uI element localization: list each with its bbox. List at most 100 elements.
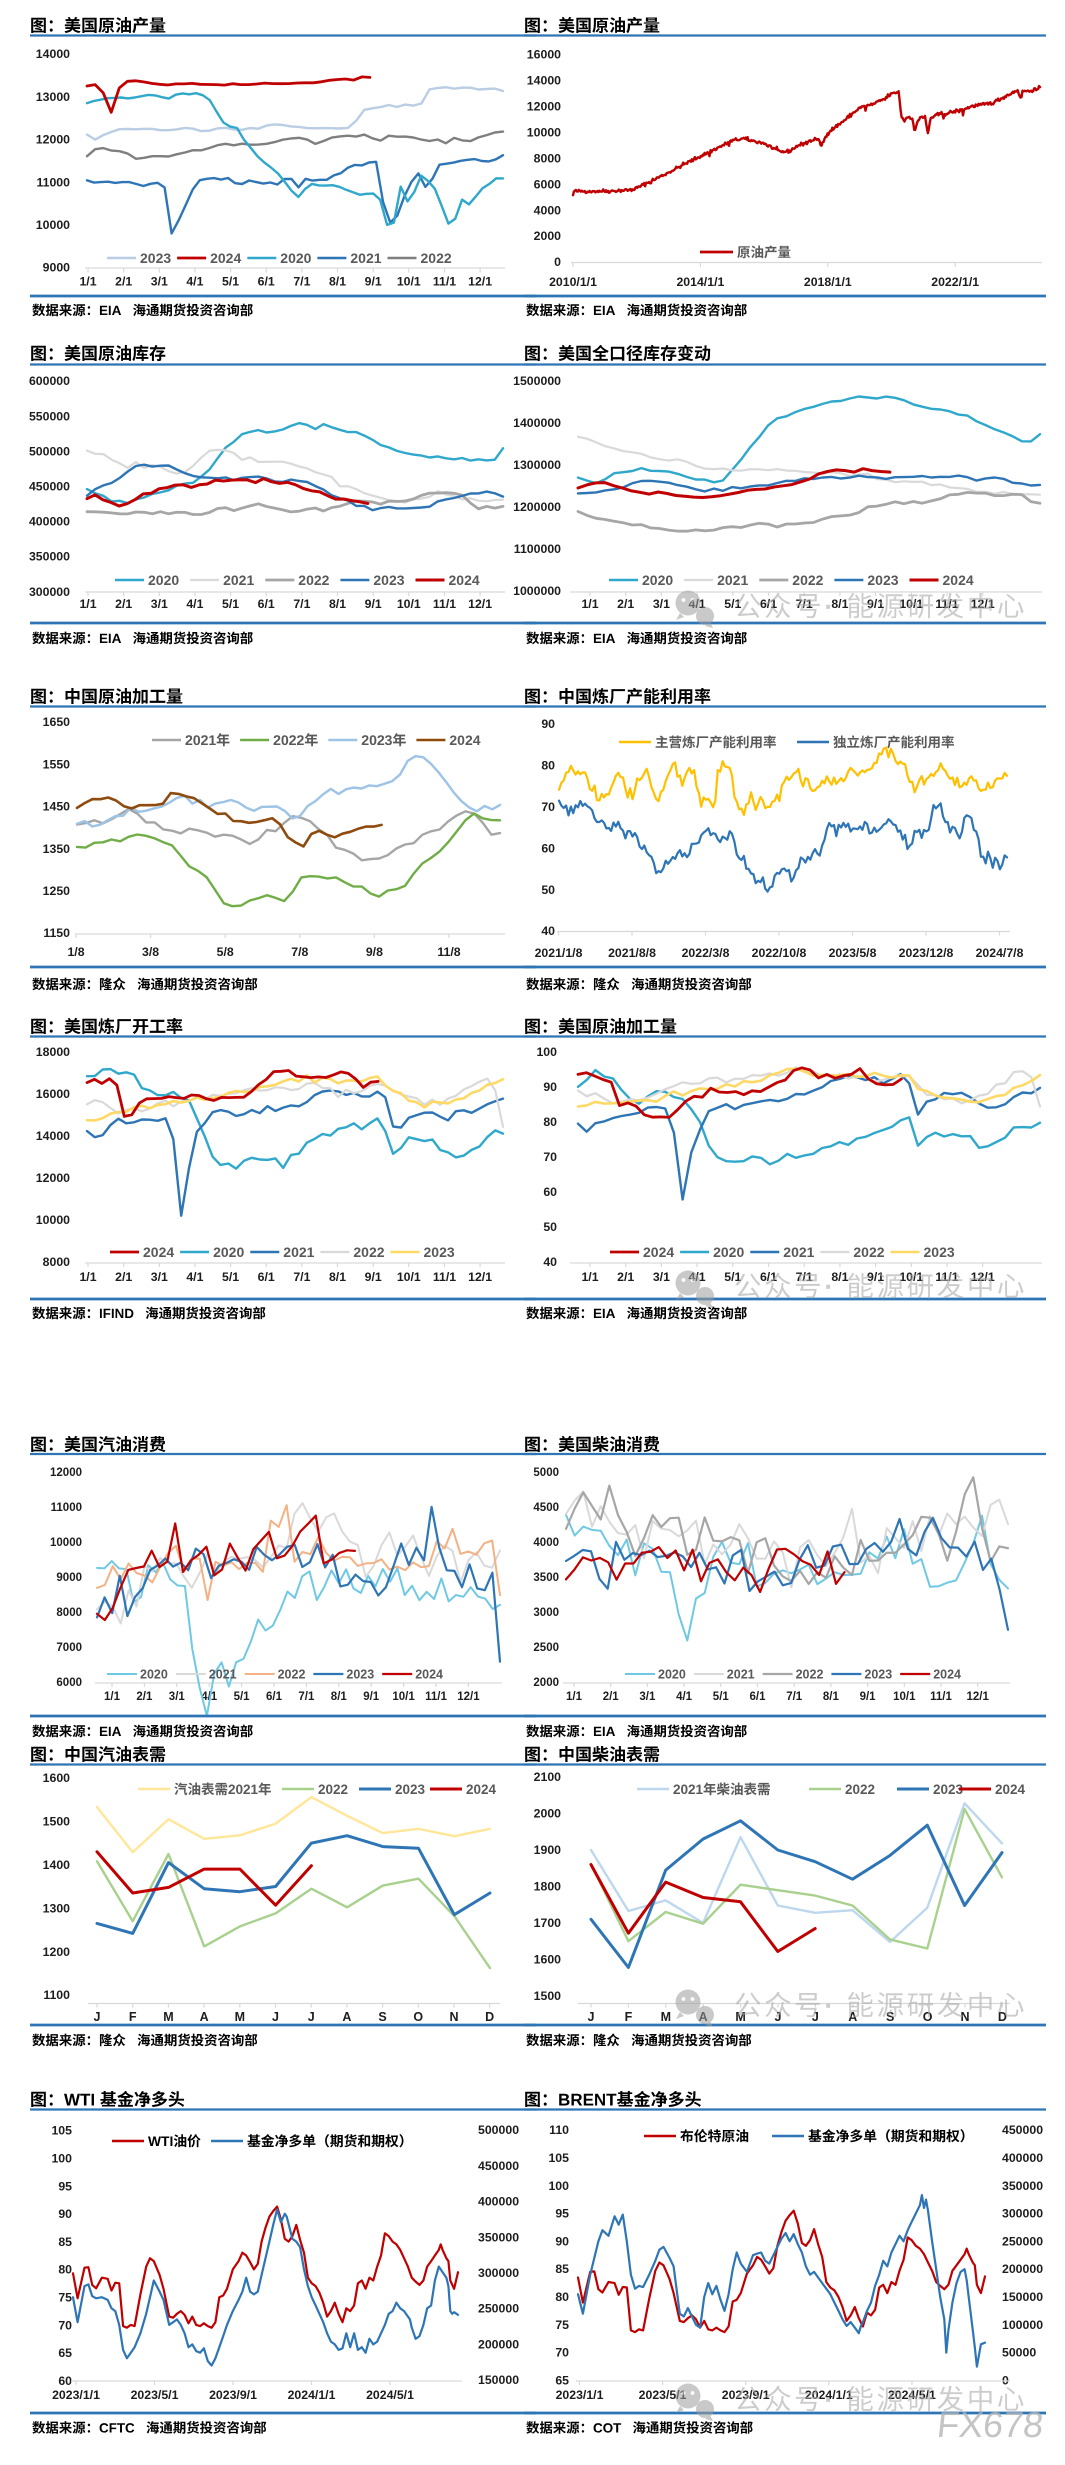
- svg-text:A: A: [848, 2010, 857, 2024]
- svg-text:2500: 2500: [533, 1642, 559, 1654]
- svg-text:350000: 350000: [478, 2230, 519, 2244]
- svg-text:105: 105: [548, 2151, 569, 2165]
- svg-text:2021: 2021: [727, 1668, 755, 1682]
- svg-text:95: 95: [555, 2207, 569, 2221]
- svg-text:90: 90: [543, 1080, 557, 1094]
- svg-text:11/1: 11/1: [425, 1691, 447, 1703]
- svg-text:5000: 5000: [533, 1467, 559, 1479]
- svg-text:2023/1/1: 2023/1/1: [52, 2388, 100, 2402]
- svg-text:450000: 450000: [1002, 2123, 1043, 2137]
- svg-text:5/1: 5/1: [713, 1691, 730, 1703]
- svg-text:80: 80: [541, 759, 555, 773]
- svg-text:2024: 2024: [210, 250, 241, 266]
- svg-text:450000: 450000: [29, 480, 70, 494]
- svg-text:10000: 10000: [36, 218, 70, 232]
- svg-text:S: S: [378, 2010, 386, 2024]
- svg-text:350000: 350000: [1002, 2179, 1043, 2193]
- svg-text:1250: 1250: [43, 884, 71, 898]
- svg-text:8/1: 8/1: [331, 1691, 348, 1703]
- svg-text:2022/10/8: 2022/10/8: [752, 946, 807, 960]
- svg-text:1100000: 1100000: [514, 542, 561, 556]
- svg-text:100: 100: [536, 1045, 557, 1059]
- svg-text:D: D: [998, 2010, 1007, 2024]
- svg-text:11/1: 11/1: [433, 275, 456, 289]
- svg-text:2021: 2021: [209, 1668, 237, 1682]
- svg-text:2023/12/8: 2023/12/8: [899, 946, 954, 960]
- svg-text:11/8: 11/8: [437, 945, 460, 959]
- svg-text:N: N: [449, 2010, 458, 2024]
- svg-text:14000: 14000: [527, 74, 561, 88]
- svg-text:1/1: 1/1: [566, 1691, 583, 1703]
- svg-text:6/1: 6/1: [258, 1270, 275, 1284]
- svg-text:12/1: 12/1: [457, 1691, 480, 1703]
- svg-text:110: 110: [549, 2123, 569, 2137]
- svg-text:3/1: 3/1: [653, 597, 670, 611]
- svg-text:14000: 14000: [36, 1129, 70, 1143]
- svg-text:2023/1/1: 2023/1/1: [556, 2388, 604, 2402]
- svg-text:12/1: 12/1: [967, 1691, 990, 1703]
- svg-text:11000: 11000: [36, 175, 70, 189]
- svg-text:3/1: 3/1: [653, 1270, 670, 1284]
- svg-text:105: 105: [51, 2124, 72, 2138]
- svg-text:2022/1/1: 2022/1/1: [931, 275, 979, 289]
- svg-text:1/1: 1/1: [79, 275, 96, 289]
- svg-text:2020: 2020: [148, 572, 179, 588]
- svg-text:J: J: [775, 2010, 782, 2024]
- svg-text:2020: 2020: [642, 572, 673, 588]
- svg-text:2024/5/1: 2024/5/1: [366, 2388, 414, 2402]
- svg-text:4/1: 4/1: [186, 1270, 203, 1284]
- svg-text:70: 70: [555, 2346, 569, 2360]
- svg-text:1000000: 1000000: [513, 584, 561, 598]
- svg-text:2023: 2023: [395, 1782, 426, 1797]
- svg-text:M: M: [735, 2010, 745, 2024]
- svg-text:5/1: 5/1: [724, 1270, 741, 1284]
- svg-text:2024: 2024: [933, 1668, 961, 1682]
- svg-text:8000: 8000: [534, 151, 562, 165]
- svg-text:80: 80: [543, 1115, 557, 1129]
- svg-text:2023: 2023: [140, 250, 171, 266]
- svg-text:12000: 12000: [50, 1467, 82, 1479]
- svg-text:550000: 550000: [29, 409, 70, 423]
- svg-text:1600: 1600: [43, 1771, 71, 1785]
- svg-text:9000: 9000: [43, 261, 71, 275]
- svg-text:2020: 2020: [280, 250, 311, 266]
- svg-text:3/1: 3/1: [151, 1270, 168, 1284]
- svg-text:200000: 200000: [478, 2337, 519, 2351]
- svg-text:600000: 600000: [29, 374, 70, 388]
- svg-text:500000: 500000: [29, 444, 70, 458]
- svg-text:7/1: 7/1: [298, 1691, 315, 1703]
- svg-text:8/1: 8/1: [329, 1270, 346, 1284]
- svg-text:90: 90: [555, 2234, 569, 2248]
- svg-text:A: A: [342, 2010, 351, 2024]
- svg-text:9/1: 9/1: [365, 1270, 382, 1284]
- svg-text:2022: 2022: [796, 1668, 824, 1682]
- svg-text:3/1: 3/1: [169, 1691, 186, 1703]
- svg-text:8/1: 8/1: [823, 1691, 840, 1703]
- svg-text:1500: 1500: [534, 1989, 562, 2003]
- svg-text:85: 85: [58, 2235, 72, 2249]
- svg-text:1200000: 1200000: [513, 500, 561, 514]
- svg-text:65: 65: [58, 2346, 72, 2360]
- svg-text:1900: 1900: [534, 1843, 562, 1857]
- svg-text:2022: 2022: [845, 1782, 875, 1797]
- svg-text:2024: 2024: [449, 732, 480, 748]
- svg-text:2023: 2023: [933, 1782, 964, 1797]
- svg-text:1200: 1200: [43, 1945, 71, 1959]
- svg-text:300000: 300000: [478, 2266, 519, 2280]
- svg-text:S: S: [886, 2010, 894, 2024]
- svg-text:40: 40: [541, 924, 555, 938]
- svg-text:2023/5/1: 2023/5/1: [639, 2388, 687, 2402]
- svg-text:1/8: 1/8: [67, 945, 84, 959]
- svg-text:1/1: 1/1: [104, 1691, 121, 1703]
- svg-text:7/1: 7/1: [786, 1691, 803, 1703]
- svg-text:2022: 2022: [853, 1244, 884, 1260]
- svg-text:5/1: 5/1: [222, 1270, 239, 1284]
- svg-text:12000: 12000: [36, 1171, 70, 1185]
- svg-text:1550: 1550: [43, 757, 71, 771]
- svg-text:F: F: [625, 2010, 633, 2024]
- svg-text:1400000: 1400000: [513, 416, 561, 430]
- svg-text:5/8: 5/8: [217, 945, 234, 959]
- svg-text:2020: 2020: [658, 1668, 686, 1682]
- svg-text:2022: 2022: [298, 572, 329, 588]
- svg-text:10/1: 10/1: [899, 1270, 923, 1284]
